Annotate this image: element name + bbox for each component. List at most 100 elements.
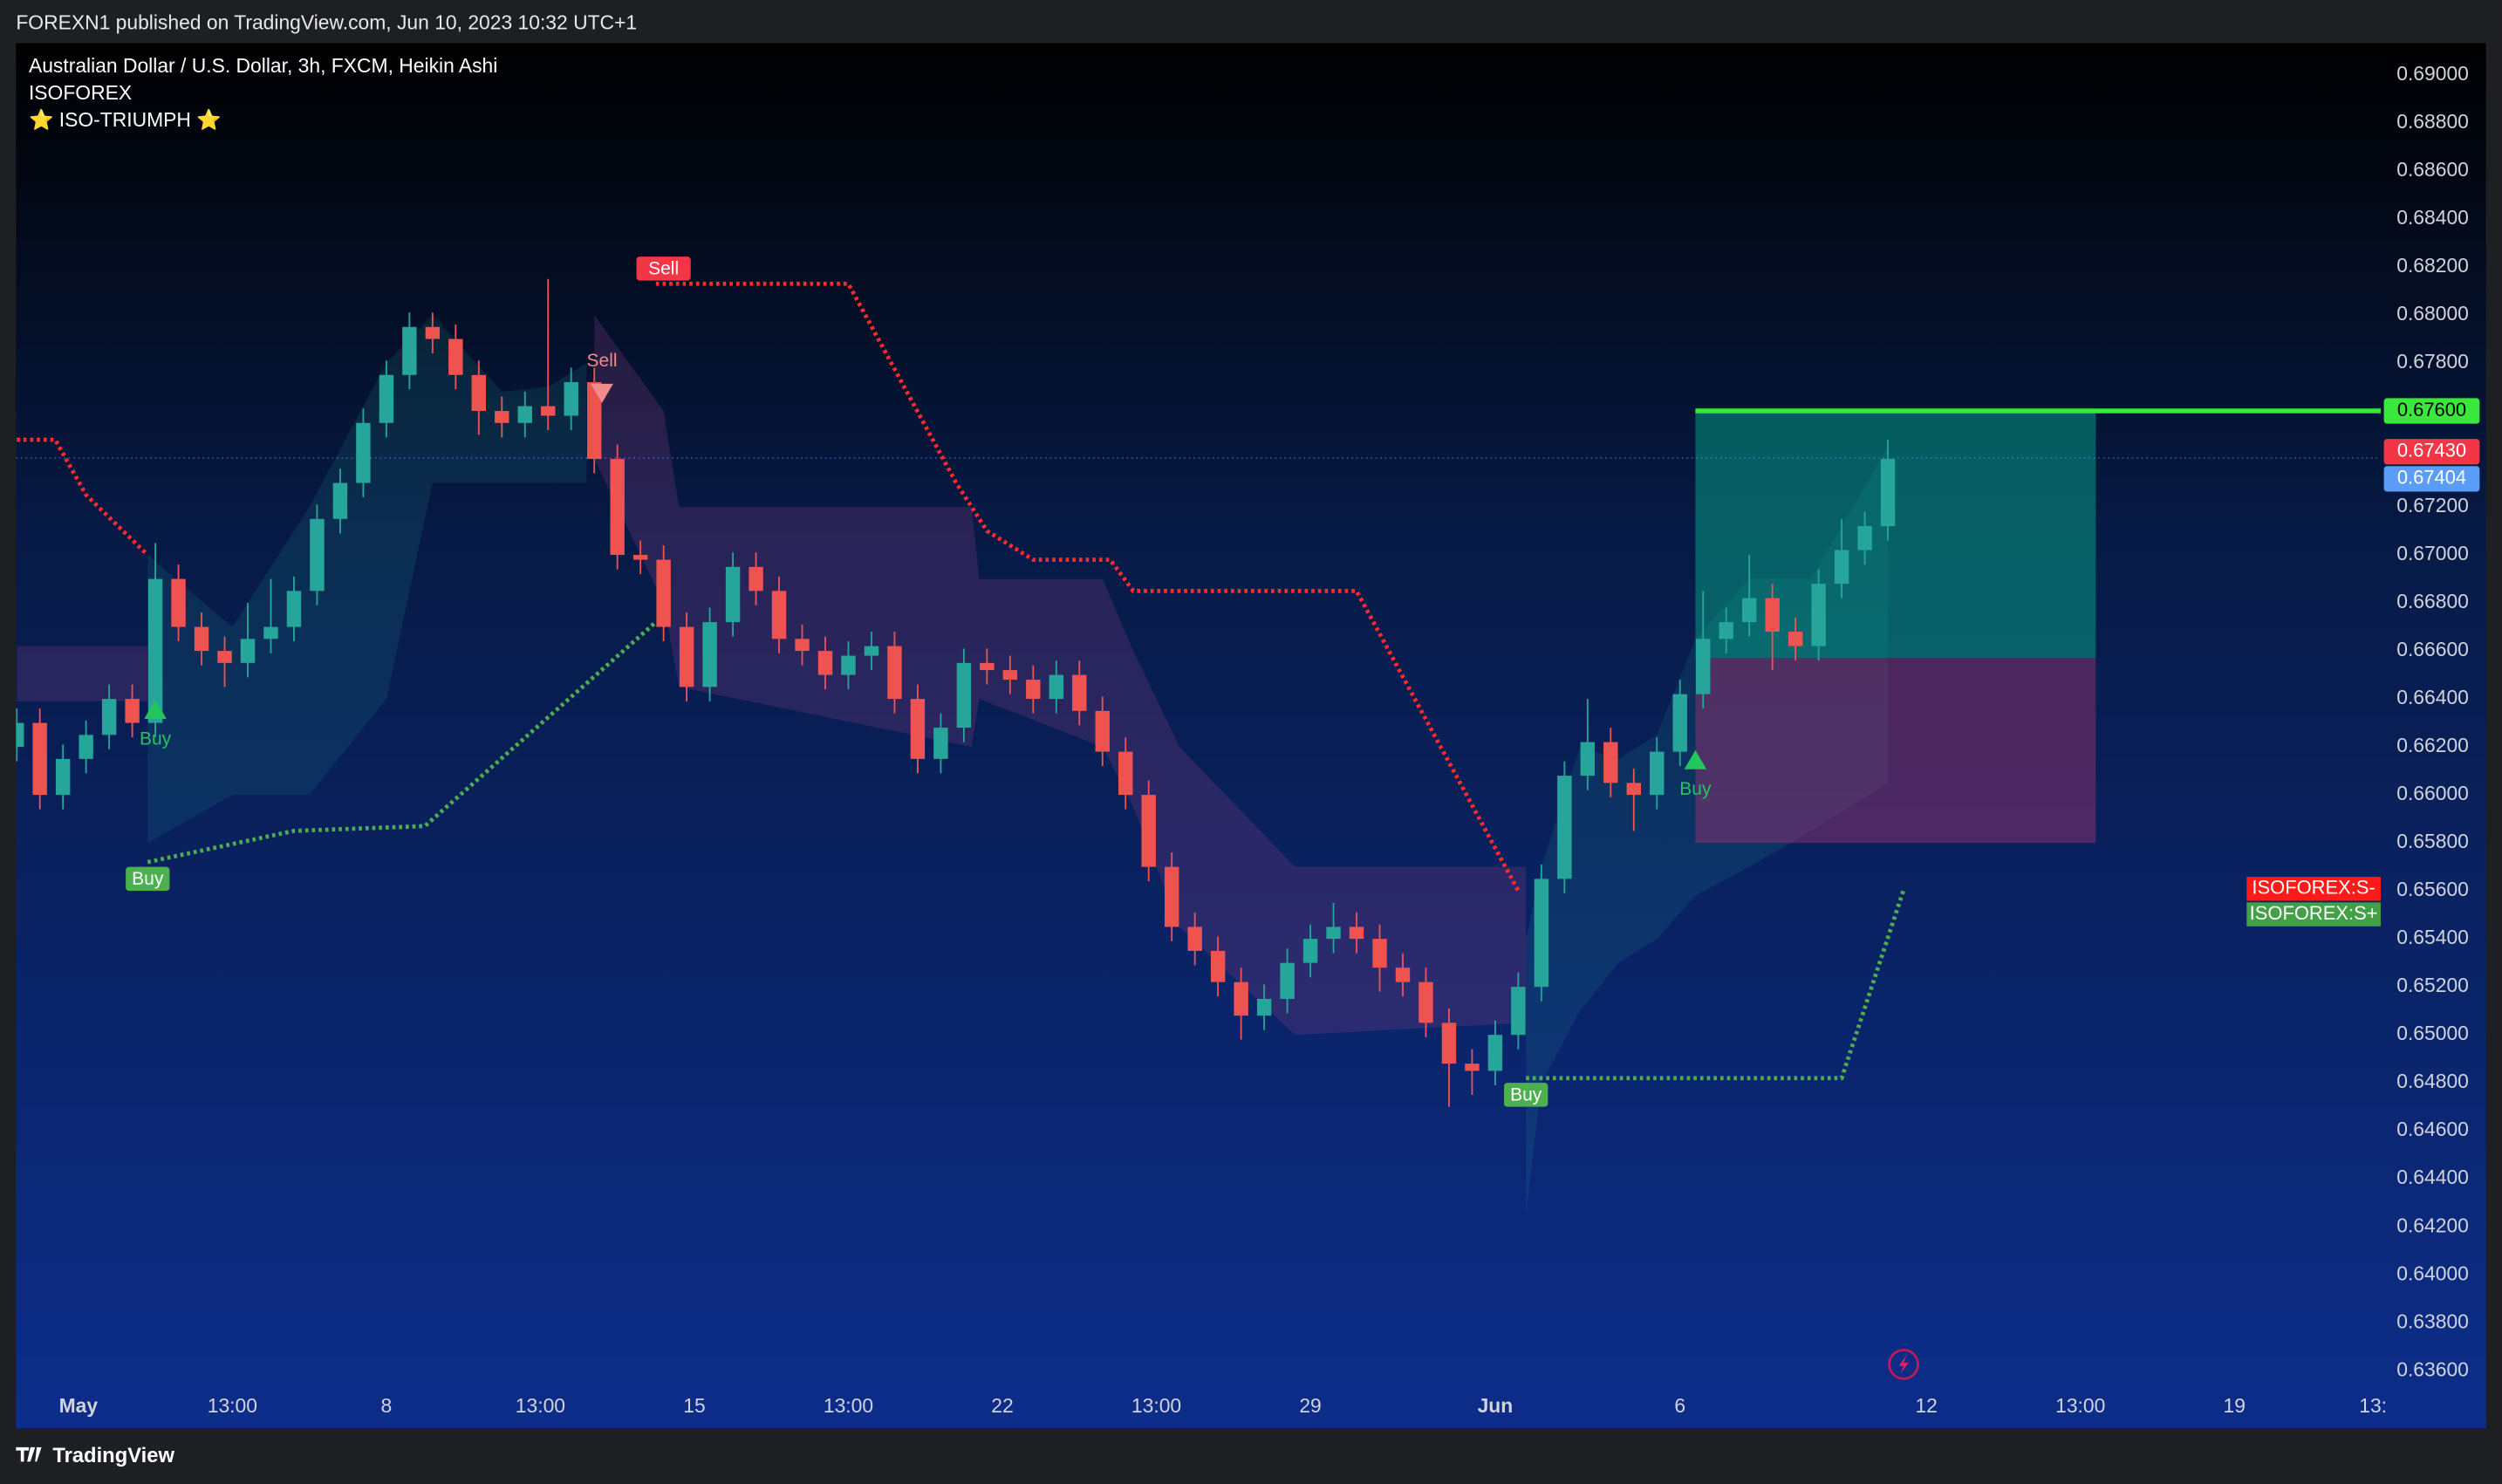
stop-zone <box>1695 658 2096 844</box>
candle-body <box>1049 674 1064 700</box>
y-tick-label: 0.66400 <box>2396 686 2469 708</box>
candle-body <box>171 578 186 627</box>
price-label-box <box>2383 439 2480 465</box>
candle-body <box>933 728 948 759</box>
candle-body <box>147 578 163 723</box>
trailing-stop <box>17 437 149 557</box>
y-tick-label: 0.64400 <box>2396 1166 2469 1188</box>
price-label: 0.67430 <box>2397 440 2466 462</box>
candle-body <box>1441 1022 1457 1064</box>
y-tick-label: 0.67000 <box>2396 542 2469 564</box>
candle-body <box>841 655 856 675</box>
candle-body <box>1719 622 1733 639</box>
candle-body <box>956 662 972 728</box>
candle-body <box>610 459 625 556</box>
candle-body <box>125 699 140 723</box>
candle-body <box>1118 751 1133 796</box>
signal-marker <box>144 700 167 720</box>
indicator-label: ISOFOREX:S+ <box>2250 902 2378 924</box>
candle-body <box>1164 866 1179 927</box>
candle-body <box>749 566 763 592</box>
candle-body <box>1487 1035 1503 1071</box>
cloud <box>147 315 587 844</box>
candle-body <box>656 559 671 627</box>
signal-label: Buy <box>140 728 172 749</box>
candle-body <box>32 722 47 796</box>
x-tick-label: 12 <box>1915 1394 1937 1417</box>
price-label-box <box>2383 398 2480 424</box>
candle-body <box>1672 694 1687 752</box>
y-tick-label: 0.64800 <box>2396 1070 2469 1092</box>
candle-body <box>425 326 441 339</box>
candle-body <box>286 591 302 627</box>
x-tick-label: 8 <box>381 1394 393 1417</box>
candle-body <box>1741 598 1757 623</box>
x-tick-label: 13:00 <box>824 1394 873 1417</box>
candle-body <box>1788 632 1803 646</box>
x-tick-label: Jun <box>1478 1394 1514 1417</box>
candle-body <box>310 518 325 592</box>
signal-marker <box>1684 749 1707 769</box>
candle-body <box>1534 879 1549 988</box>
y-tick-label: 0.65200 <box>2396 974 2469 996</box>
y-tick-label: 0.68600 <box>2396 158 2469 181</box>
indicator-name: ⭐ ISO-TRIUMPH ⭐ <box>29 108 222 131</box>
candle-body <box>1095 710 1110 752</box>
candle-body <box>379 374 394 423</box>
candle-body <box>864 646 879 656</box>
candle-body <box>1372 939 1387 968</box>
candle-body <box>495 411 509 423</box>
candle-body <box>541 406 556 416</box>
y-tick-label: 0.68000 <box>2396 302 2469 325</box>
candle-body <box>1002 670 1018 680</box>
x-tick-label: 19 <box>2224 1394 2246 1417</box>
x-tick-label: May <box>59 1394 99 1417</box>
candle-body <box>402 326 417 375</box>
candle-body <box>1580 742 1596 776</box>
alert-icon <box>1888 1348 1919 1380</box>
candle-body <box>1765 598 1780 633</box>
candle-body <box>679 626 694 687</box>
publish-note: FOREXN1 published on TradingView.com, Ju… <box>16 10 637 33</box>
candle-body <box>517 406 532 423</box>
candle-body <box>471 374 487 412</box>
candle-body <box>1650 751 1665 796</box>
candle-body <box>1557 776 1572 879</box>
candle-body <box>79 735 93 759</box>
y-tick-label: 0.67800 <box>2396 350 2469 373</box>
candle-body <box>1256 998 1272 1016</box>
indicator-label: ISOFOREX:S- <box>2252 877 2375 899</box>
candle-body <box>217 651 232 663</box>
candle-body <box>263 626 278 639</box>
y-tick-label: 0.68200 <box>2396 254 2469 277</box>
candle-body <box>1880 459 1896 527</box>
candle-body <box>632 555 648 560</box>
price-label: 0.67600 <box>2397 399 2466 421</box>
candle-body <box>332 482 348 519</box>
candle-body <box>1511 987 1526 1036</box>
price-label-box <box>2383 466 2480 492</box>
chart-title: Australian Dollar / U.S. Dollar, 3h, FXC… <box>29 54 497 77</box>
x-tick-label: 13:00 <box>208 1394 257 1417</box>
stop-label: Buy <box>1510 1084 1542 1104</box>
candle-body <box>771 591 787 639</box>
candle-body <box>564 382 578 416</box>
y-tick-label: 0.65600 <box>2396 878 2469 900</box>
candle-body <box>1187 927 1202 951</box>
stop-label-box <box>126 866 170 892</box>
candle-body <box>1834 550 1849 585</box>
candle-body <box>980 662 995 671</box>
x-tick-label: 13:00 <box>2055 1394 2105 1417</box>
x-tick-label: 13: <box>2359 1394 2387 1417</box>
trailing-stop <box>1526 890 1905 1081</box>
y-tick-label: 0.69000 <box>2396 62 2469 85</box>
y-tick-label: 0.67200 <box>2396 494 2469 516</box>
cloud <box>17 646 148 701</box>
candle-body <box>194 626 209 652</box>
candle-body <box>356 422 371 483</box>
x-tick-label: 15 <box>683 1394 705 1417</box>
chart-background <box>16 43 2486 1428</box>
candle-body <box>795 639 810 652</box>
candle-body <box>55 758 71 796</box>
signal-marker <box>591 383 613 403</box>
